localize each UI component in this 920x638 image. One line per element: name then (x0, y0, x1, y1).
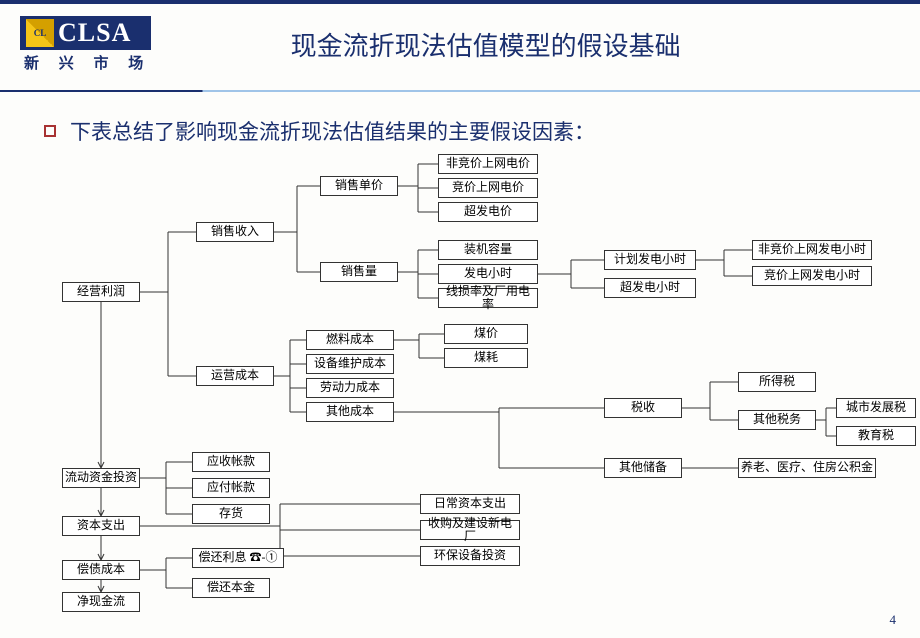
node-n_coalc: 煤耗 (444, 348, 528, 368)
bullet-icon (44, 125, 56, 137)
node-n_vol: 销售量 (320, 262, 398, 282)
node-n_city: 城市发展税 (836, 398, 916, 418)
logo-text: CLSA (58, 18, 131, 48)
node-n_plan: 计划发电小时 (604, 250, 696, 270)
logo-icon: CL (26, 19, 54, 47)
logo-subtitle: 新 兴 市 场 (20, 50, 151, 73)
node-n_price: 销售单价 (320, 176, 398, 196)
page-number: 4 (890, 612, 897, 628)
node-n_hours: 发电小时 (438, 264, 538, 284)
node-n_capd: 日常资本支出 (420, 494, 520, 514)
header-divider (0, 90, 920, 92)
node-n_capex: 资本支出 (62, 516, 140, 536)
node-n_rev: 销售收入 (196, 222, 274, 242)
node-n_othercost: 其他成本 (306, 402, 394, 422)
node-n_maint: 设备维护成本 (306, 354, 394, 374)
logo: CL CLSA 新 兴 市 场 (20, 16, 151, 73)
node-n_othertax: 其他税务 (738, 410, 816, 430)
node-n_int: 偿还利息 ☎-① (192, 548, 284, 568)
node-n_inc: 所得税 (738, 372, 816, 392)
node-n_env: 环保设备投资 (420, 546, 520, 566)
node-n_p1: 非竞价上网电价 (438, 154, 538, 174)
node-n_debt: 偿债成本 (62, 560, 140, 580)
node-n_res: 其他储备 (604, 458, 682, 478)
node-n_cap: 装机容量 (438, 240, 538, 260)
bullet-row: 下表总结了影响现金流折现法估值结果的主要假设因素： (44, 116, 595, 146)
node-n_p3: 超发电价 (438, 202, 538, 222)
node-n_coalp: 煤价 (444, 324, 528, 344)
node-n_ap: 应付帐款 (192, 478, 270, 498)
node-n_edu: 教育税 (836, 426, 916, 446)
page-title: 现金流折现法估值模型的假设基础 (151, 26, 900, 63)
node-n_bid: 竞价上网发电小时 (752, 266, 872, 286)
node-n_nonbid: 非竞价上网发电小时 (752, 240, 872, 260)
node-n_loss: 线损率及厂用电率 (438, 288, 538, 308)
node-n_ncf: 净现金流 (62, 592, 140, 612)
node-n_inv: 存货 (192, 504, 270, 524)
diagram-area: 经营利润流动资金投资资本支出偿债成本净现金流 销售收入运营成本应收帐款应付帐款存货… (0, 150, 920, 630)
node-n_over: 超发电小时 (604, 278, 696, 298)
node-n_labor: 劳动力成本 (306, 378, 394, 398)
node-n_p2: 竞价上网电价 (438, 178, 538, 198)
node-n_profit: 经营利润 (62, 282, 140, 302)
node-n_acq: 收购及建设新电厂 (420, 520, 520, 540)
node-n_op: 运营成本 (196, 366, 274, 386)
node-n_welfare: 养老、医疗、住房公积金 (738, 458, 876, 478)
node-n_fuel: 燃料成本 (306, 330, 394, 350)
node-n_wc: 流动资金投资 (62, 468, 140, 488)
node-n_ar: 应收帐款 (192, 452, 270, 472)
node-n_tax: 税收 (604, 398, 682, 418)
bullet-text: 下表总结了影响现金流折现法估值结果的主要假设因素： (70, 116, 595, 146)
node-n_prin: 偿还本金 (192, 578, 270, 598)
